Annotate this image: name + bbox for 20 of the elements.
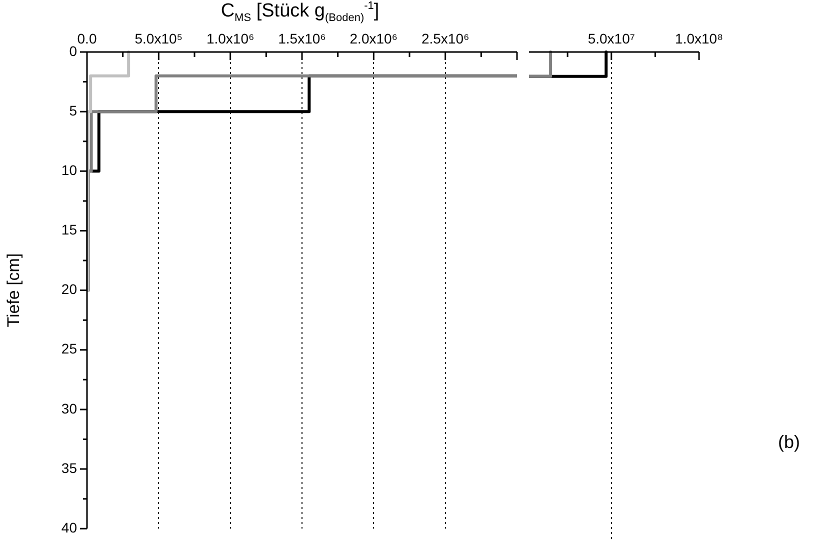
- y-tick-label: 30: [61, 400, 78, 416]
- y-axis-title: Tiefe [cm]: [4, 253, 23, 328]
- x-tick-label: 1.5x10⁶: [278, 30, 326, 46]
- x-tick-label: 2.5x10⁶: [421, 30, 470, 46]
- x-tick-label: 5.0x10⁷: [588, 30, 635, 46]
- x-tick-label: 5.0x10⁵: [134, 30, 183, 46]
- x-tick-label: 1.0x10⁶: [206, 30, 254, 46]
- y-tick-label: 20: [61, 281, 78, 298]
- x-axis-title: C$_{MS}$ [Stück g$_{(Boden)}$$^{-1}$]: [220, 0, 380, 24]
- y-tick-label: 40: [61, 519, 78, 536]
- y-tick-label: 35: [61, 460, 78, 476]
- x-tick-label: 1.0x10⁸: [675, 30, 724, 46]
- y-tick-label: 5: [69, 102, 78, 118]
- y-tick-label: 15: [61, 222, 78, 238]
- text: (b): [778, 432, 800, 453]
- y-tick-label: 25: [61, 340, 78, 357]
- x-tick-label: 2.0x10⁶: [350, 30, 398, 46]
- y-tick-label: 10: [61, 162, 78, 178]
- x-tick-label: 0.0: [77, 30, 97, 46]
- y-tick-label: 0: [69, 42, 78, 59]
